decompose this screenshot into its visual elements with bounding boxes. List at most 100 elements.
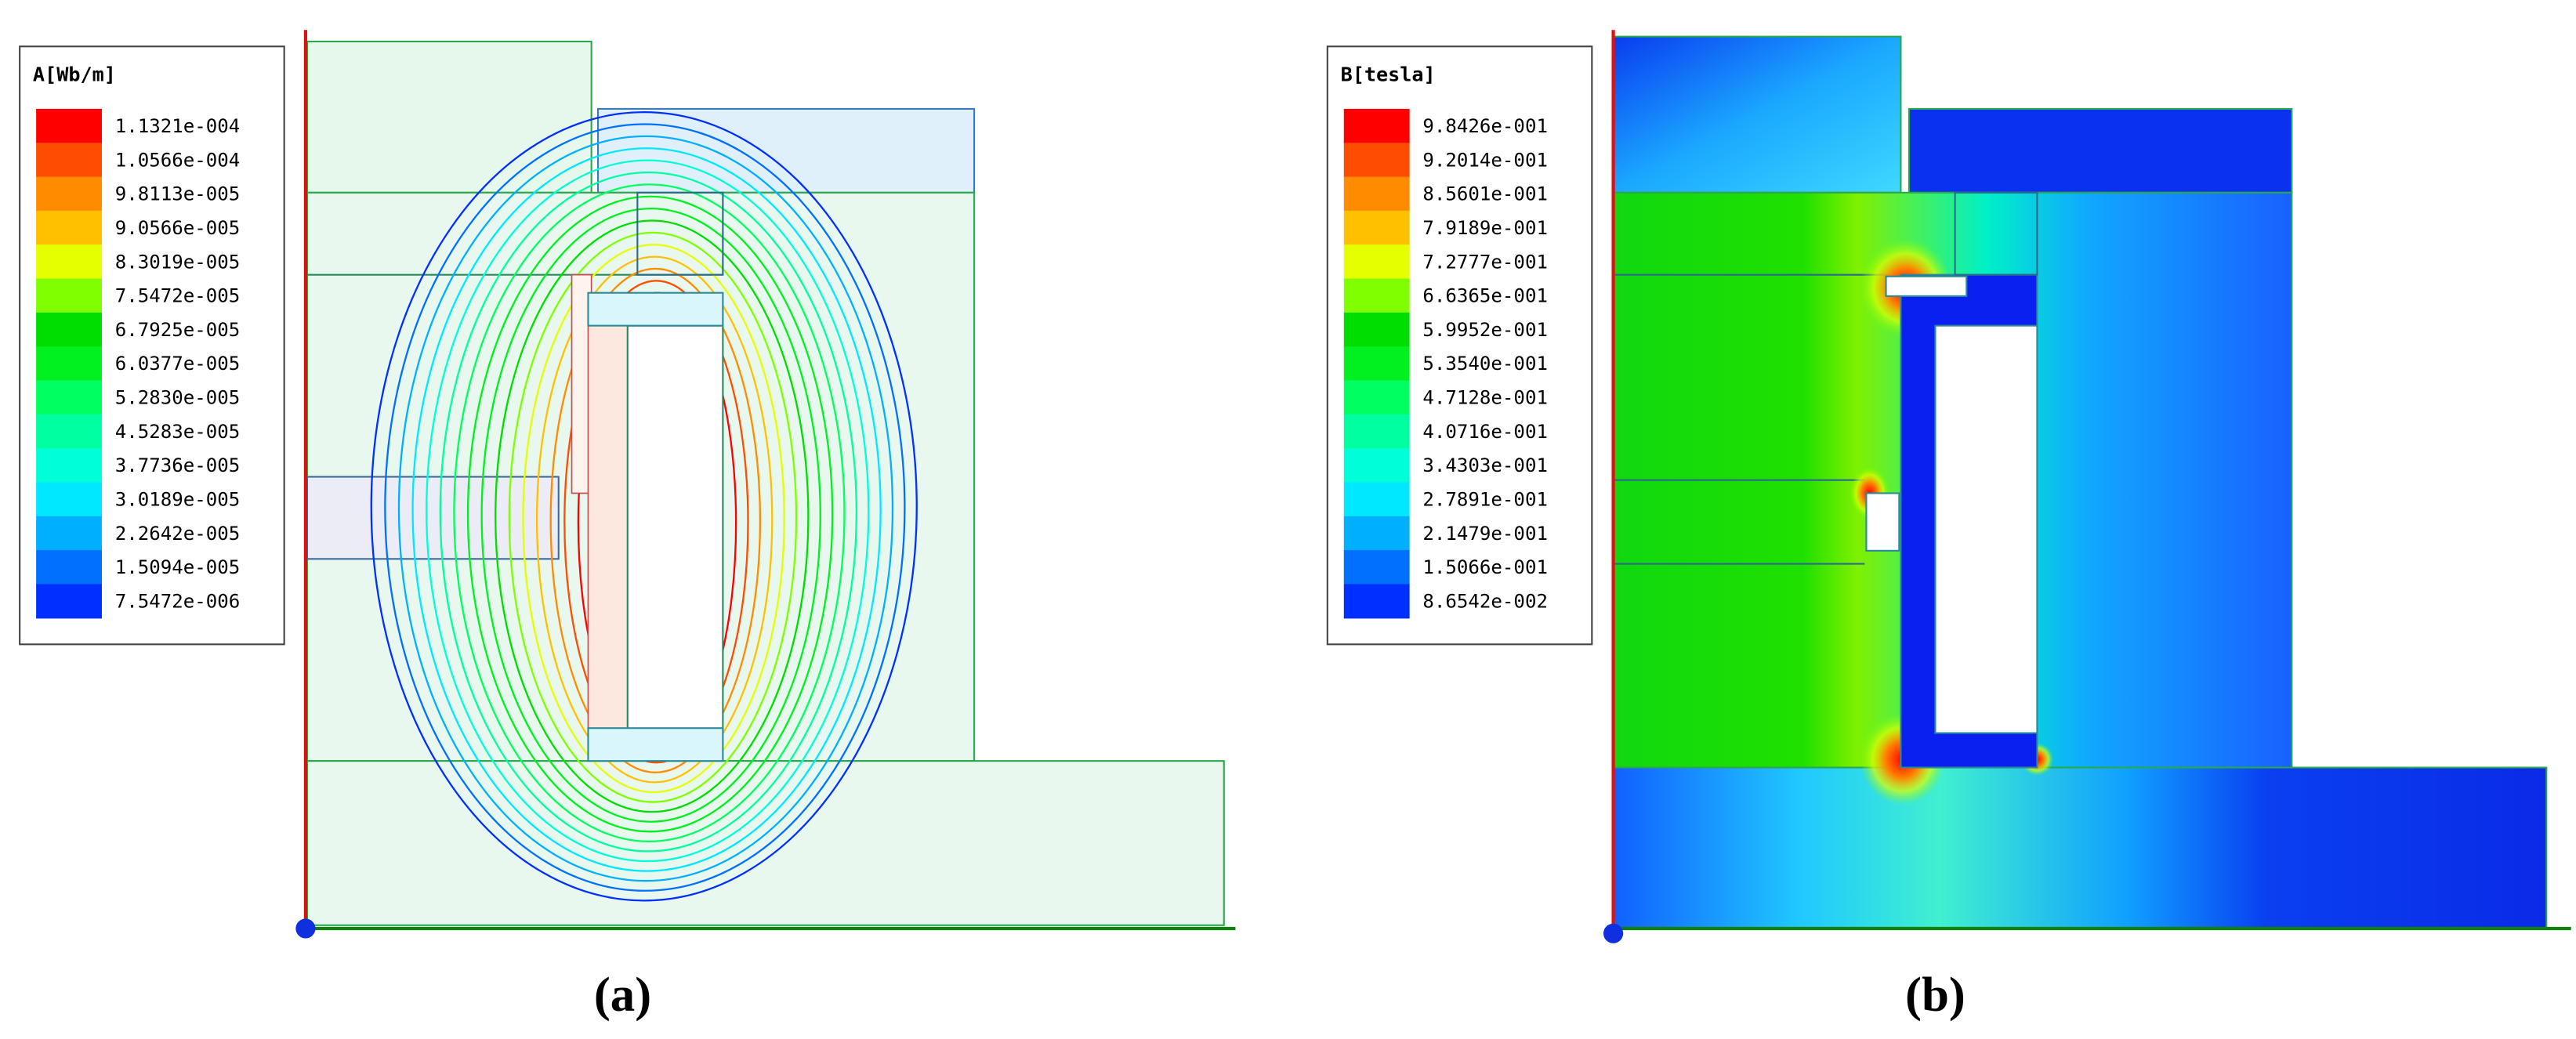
region <box>306 476 560 560</box>
legend-swatch <box>1343 278 1410 313</box>
legend-swatch <box>36 278 102 313</box>
slot <box>1885 275 1968 297</box>
legend-label: 5.2830e-005 <box>115 387 241 409</box>
legend-label: 9.8426e-001 <box>1422 115 1548 137</box>
caption: (b) <box>1905 967 1966 1022</box>
legend-swatch <box>36 584 102 619</box>
legend-label: 4.5283e-005 <box>115 421 241 443</box>
contour-line <box>522 244 785 794</box>
legend-swatch <box>1343 210 1410 245</box>
legend-swatch <box>1343 584 1410 619</box>
legend-swatch <box>1343 244 1410 280</box>
legends: A[Wb/m] 1.1321e-004 1.0566e-004 9.8113e-005… <box>19 45 1593 646</box>
legend-label: 1.5066e-001 <box>1422 556 1548 578</box>
legend-label: 3.7736e-005 <box>115 454 241 476</box>
legend-label: 9.0566e-005 <box>115 217 241 239</box>
contour-line <box>466 195 834 833</box>
contour-line <box>495 219 810 813</box>
region <box>587 727 724 762</box>
legend-swatch <box>1343 176 1410 212</box>
legend-swatch <box>36 448 102 483</box>
legend-label: 8.6542e-002 <box>1422 591 1548 613</box>
legend-label: 4.0716e-001 <box>1422 421 1548 443</box>
contour-line <box>480 207 821 823</box>
legend-swatch <box>36 414 102 449</box>
legend-swatch <box>1343 516 1410 551</box>
legend-swatch <box>1343 482 1410 517</box>
region <box>587 291 724 327</box>
panel-b <box>1603 30 2571 943</box>
legend-label: 3.0189e-005 <box>115 489 241 511</box>
legend-label: 5.9952e-001 <box>1422 319 1548 341</box>
contour-line <box>439 171 858 853</box>
legend-label: 5.3540e-001 <box>1422 353 1548 375</box>
region <box>1908 107 2293 194</box>
caption: (a) <box>594 967 651 1022</box>
region <box>597 107 976 194</box>
contour-group <box>370 110 918 902</box>
contour-line <box>453 183 846 843</box>
contour-line <box>563 280 749 764</box>
legend-label: 7.5472e-006 <box>115 591 241 613</box>
legend-swatch <box>36 516 102 551</box>
contour-line <box>411 147 882 872</box>
legend-label: 3.4303e-001 <box>1422 454 1548 476</box>
legend-swatch <box>36 482 102 517</box>
contour-line <box>549 267 762 773</box>
legend-swatch <box>36 380 102 415</box>
contour-line <box>384 123 906 892</box>
coil <box>1934 324 2038 734</box>
legend-label: 2.2642e-005 <box>115 523 241 545</box>
contour-line <box>370 110 918 902</box>
origin <box>295 918 316 939</box>
legend-label: 9.8113e-005 <box>115 183 241 205</box>
legend-label: 7.9189e-001 <box>1422 217 1548 239</box>
legend-swatch <box>36 346 102 382</box>
legend-swatch <box>36 244 102 280</box>
legend-swatch <box>36 210 102 245</box>
legend-swatch <box>36 550 102 585</box>
legend-label: 1.1321e-004 <box>115 115 241 137</box>
region <box>636 191 724 276</box>
legend-swatch <box>1343 448 1410 483</box>
legend-swatch <box>1343 550 1410 585</box>
legend-label: 7.5472e-005 <box>115 285 241 307</box>
legend-label: 6.7925e-005 <box>115 319 241 341</box>
legend-swatch <box>1343 346 1410 382</box>
legend-swatch <box>1343 108 1410 143</box>
contour-line <box>397 135 894 882</box>
region <box>587 324 629 734</box>
region <box>1612 766 2548 930</box>
panel-a <box>295 30 1236 939</box>
legend-label: 2.7891e-001 <box>1422 489 1548 511</box>
legend-title: B[tesla] <box>1341 63 1436 85</box>
legend-label: 1.5094e-005 <box>115 556 241 578</box>
legend-swatch <box>1343 380 1410 415</box>
origin <box>1603 923 1624 943</box>
region <box>1954 191 2038 276</box>
slot <box>1865 492 1900 552</box>
contour-line <box>508 231 798 803</box>
region <box>306 760 1225 926</box>
legend-label: 6.0377e-005 <box>115 353 241 375</box>
legend-label: 1.0566e-004 <box>115 149 241 171</box>
legend-swatch <box>36 108 102 143</box>
legend-swatch <box>36 176 102 212</box>
legend-label: 9.2014e-001 <box>1422 149 1548 171</box>
legend-label: 8.3019e-005 <box>115 251 241 273</box>
region <box>306 40 592 194</box>
contour-line <box>426 159 870 863</box>
legend-swatch <box>1343 414 1410 449</box>
legend-swatch <box>36 312 102 347</box>
legend-swatch <box>36 143 102 178</box>
legend-label: 7.2777e-001 <box>1422 251 1548 273</box>
legend-title: A[Wb/m] <box>33 63 116 85</box>
legend-label: 6.6365e-001 <box>1422 285 1548 307</box>
legend-label: 8.5601e-001 <box>1422 183 1548 205</box>
contour-line <box>535 255 774 784</box>
legend-swatch <box>1343 312 1410 347</box>
coil <box>626 324 724 734</box>
region <box>1612 35 1902 194</box>
